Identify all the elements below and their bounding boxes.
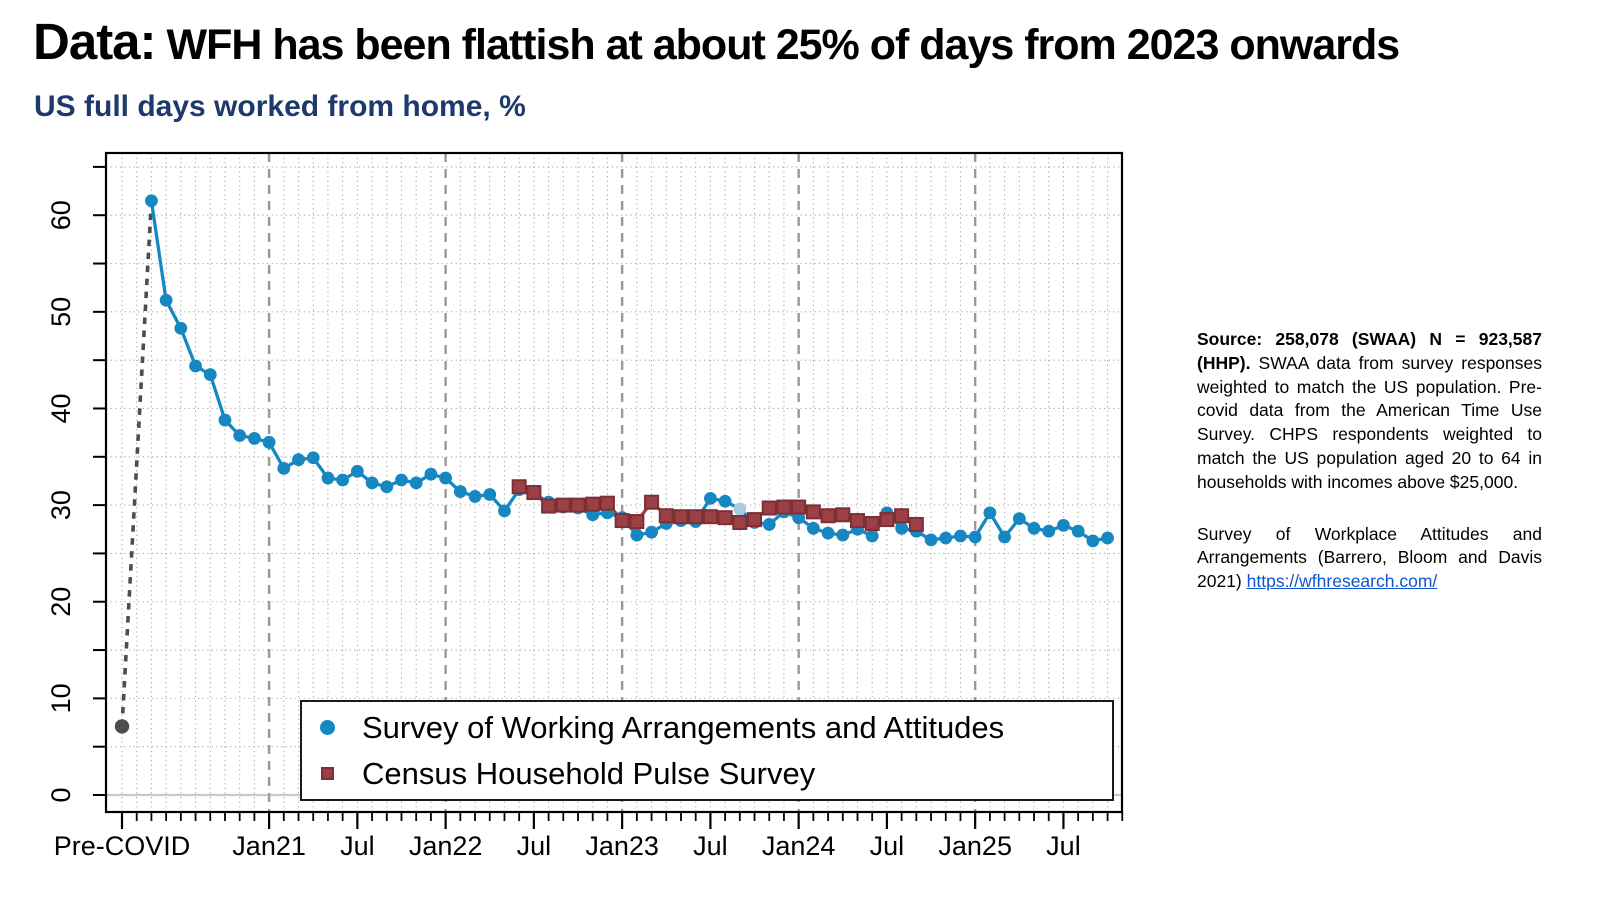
svg-text:Jan23: Jan23 bbox=[585, 831, 659, 861]
legend-label-swaa: Survey of Working Arrangements and Attit… bbox=[362, 709, 1005, 745]
svg-text:10: 10 bbox=[46, 683, 76, 713]
svg-text:Jan25: Jan25 bbox=[938, 831, 1012, 861]
wfhresearch-link[interactable]: https://wfhresearch.com/ bbox=[1246, 571, 1438, 592]
page-title: Data: WFH has been flattish at about 25%… bbox=[33, 12, 1400, 71]
page-title-prefix: Data: bbox=[33, 13, 157, 70]
svg-text:30: 30 bbox=[46, 490, 76, 520]
citation-text: Survey of Workplace Attitudes and Arrang… bbox=[1197, 523, 1542, 592]
chps-square-marker-icon bbox=[316, 767, 338, 780]
svg-text:Jan21: Jan21 bbox=[232, 831, 306, 861]
svg-text:Jul: Jul bbox=[1046, 831, 1081, 861]
source-paragraph: Source: 258,078 (SWAA) N = 923,587 (HHP)… bbox=[1197, 328, 1542, 495]
svg-text:Jul: Jul bbox=[340, 831, 375, 861]
svg-text:Jan24: Jan24 bbox=[762, 831, 836, 861]
svg-text:Jan22: Jan22 bbox=[409, 831, 483, 861]
citation-paragraph: Survey of Workplace Attitudes and Arrang… bbox=[1197, 523, 1542, 594]
svg-text:20: 20 bbox=[46, 587, 76, 617]
legend-row-chps: Census Household Pulse Survey bbox=[316, 751, 1112, 797]
svg-text:Jul: Jul bbox=[693, 831, 728, 861]
svg-text:0: 0 bbox=[46, 787, 76, 802]
source-body: SWAA data from survey responses weighted… bbox=[1197, 352, 1542, 492]
svg-text:50: 50 bbox=[46, 297, 76, 327]
chart-legend: Survey of Working Arrangements and Attit… bbox=[300, 700, 1114, 801]
source-lead: Source: 258,078 (SWAA) N = 923,587 (HHP)… bbox=[1197, 329, 1542, 373]
source-notes: Source: 258,078 (SWAA) N = 923,587 (HHP)… bbox=[1197, 328, 1542, 594]
page-title-text: WFH has been flattish at about 25% of da… bbox=[155, 21, 1400, 69]
svg-text:40: 40 bbox=[46, 393, 76, 423]
svg-text:60: 60 bbox=[46, 200, 76, 230]
swaa-circle-marker-icon bbox=[316, 720, 338, 735]
svg-text:Jul: Jul bbox=[517, 831, 552, 861]
legend-row-swaa: Survey of Working Arrangements and Attit… bbox=[316, 705, 1112, 751]
chart-subtitle: US full days worked from home, % bbox=[34, 90, 526, 123]
svg-text:Jul: Jul bbox=[870, 831, 905, 861]
legend-label-chps: Census Household Pulse Survey bbox=[362, 755, 816, 791]
svg-text:Pre-COVID: Pre-COVID bbox=[54, 831, 191, 861]
